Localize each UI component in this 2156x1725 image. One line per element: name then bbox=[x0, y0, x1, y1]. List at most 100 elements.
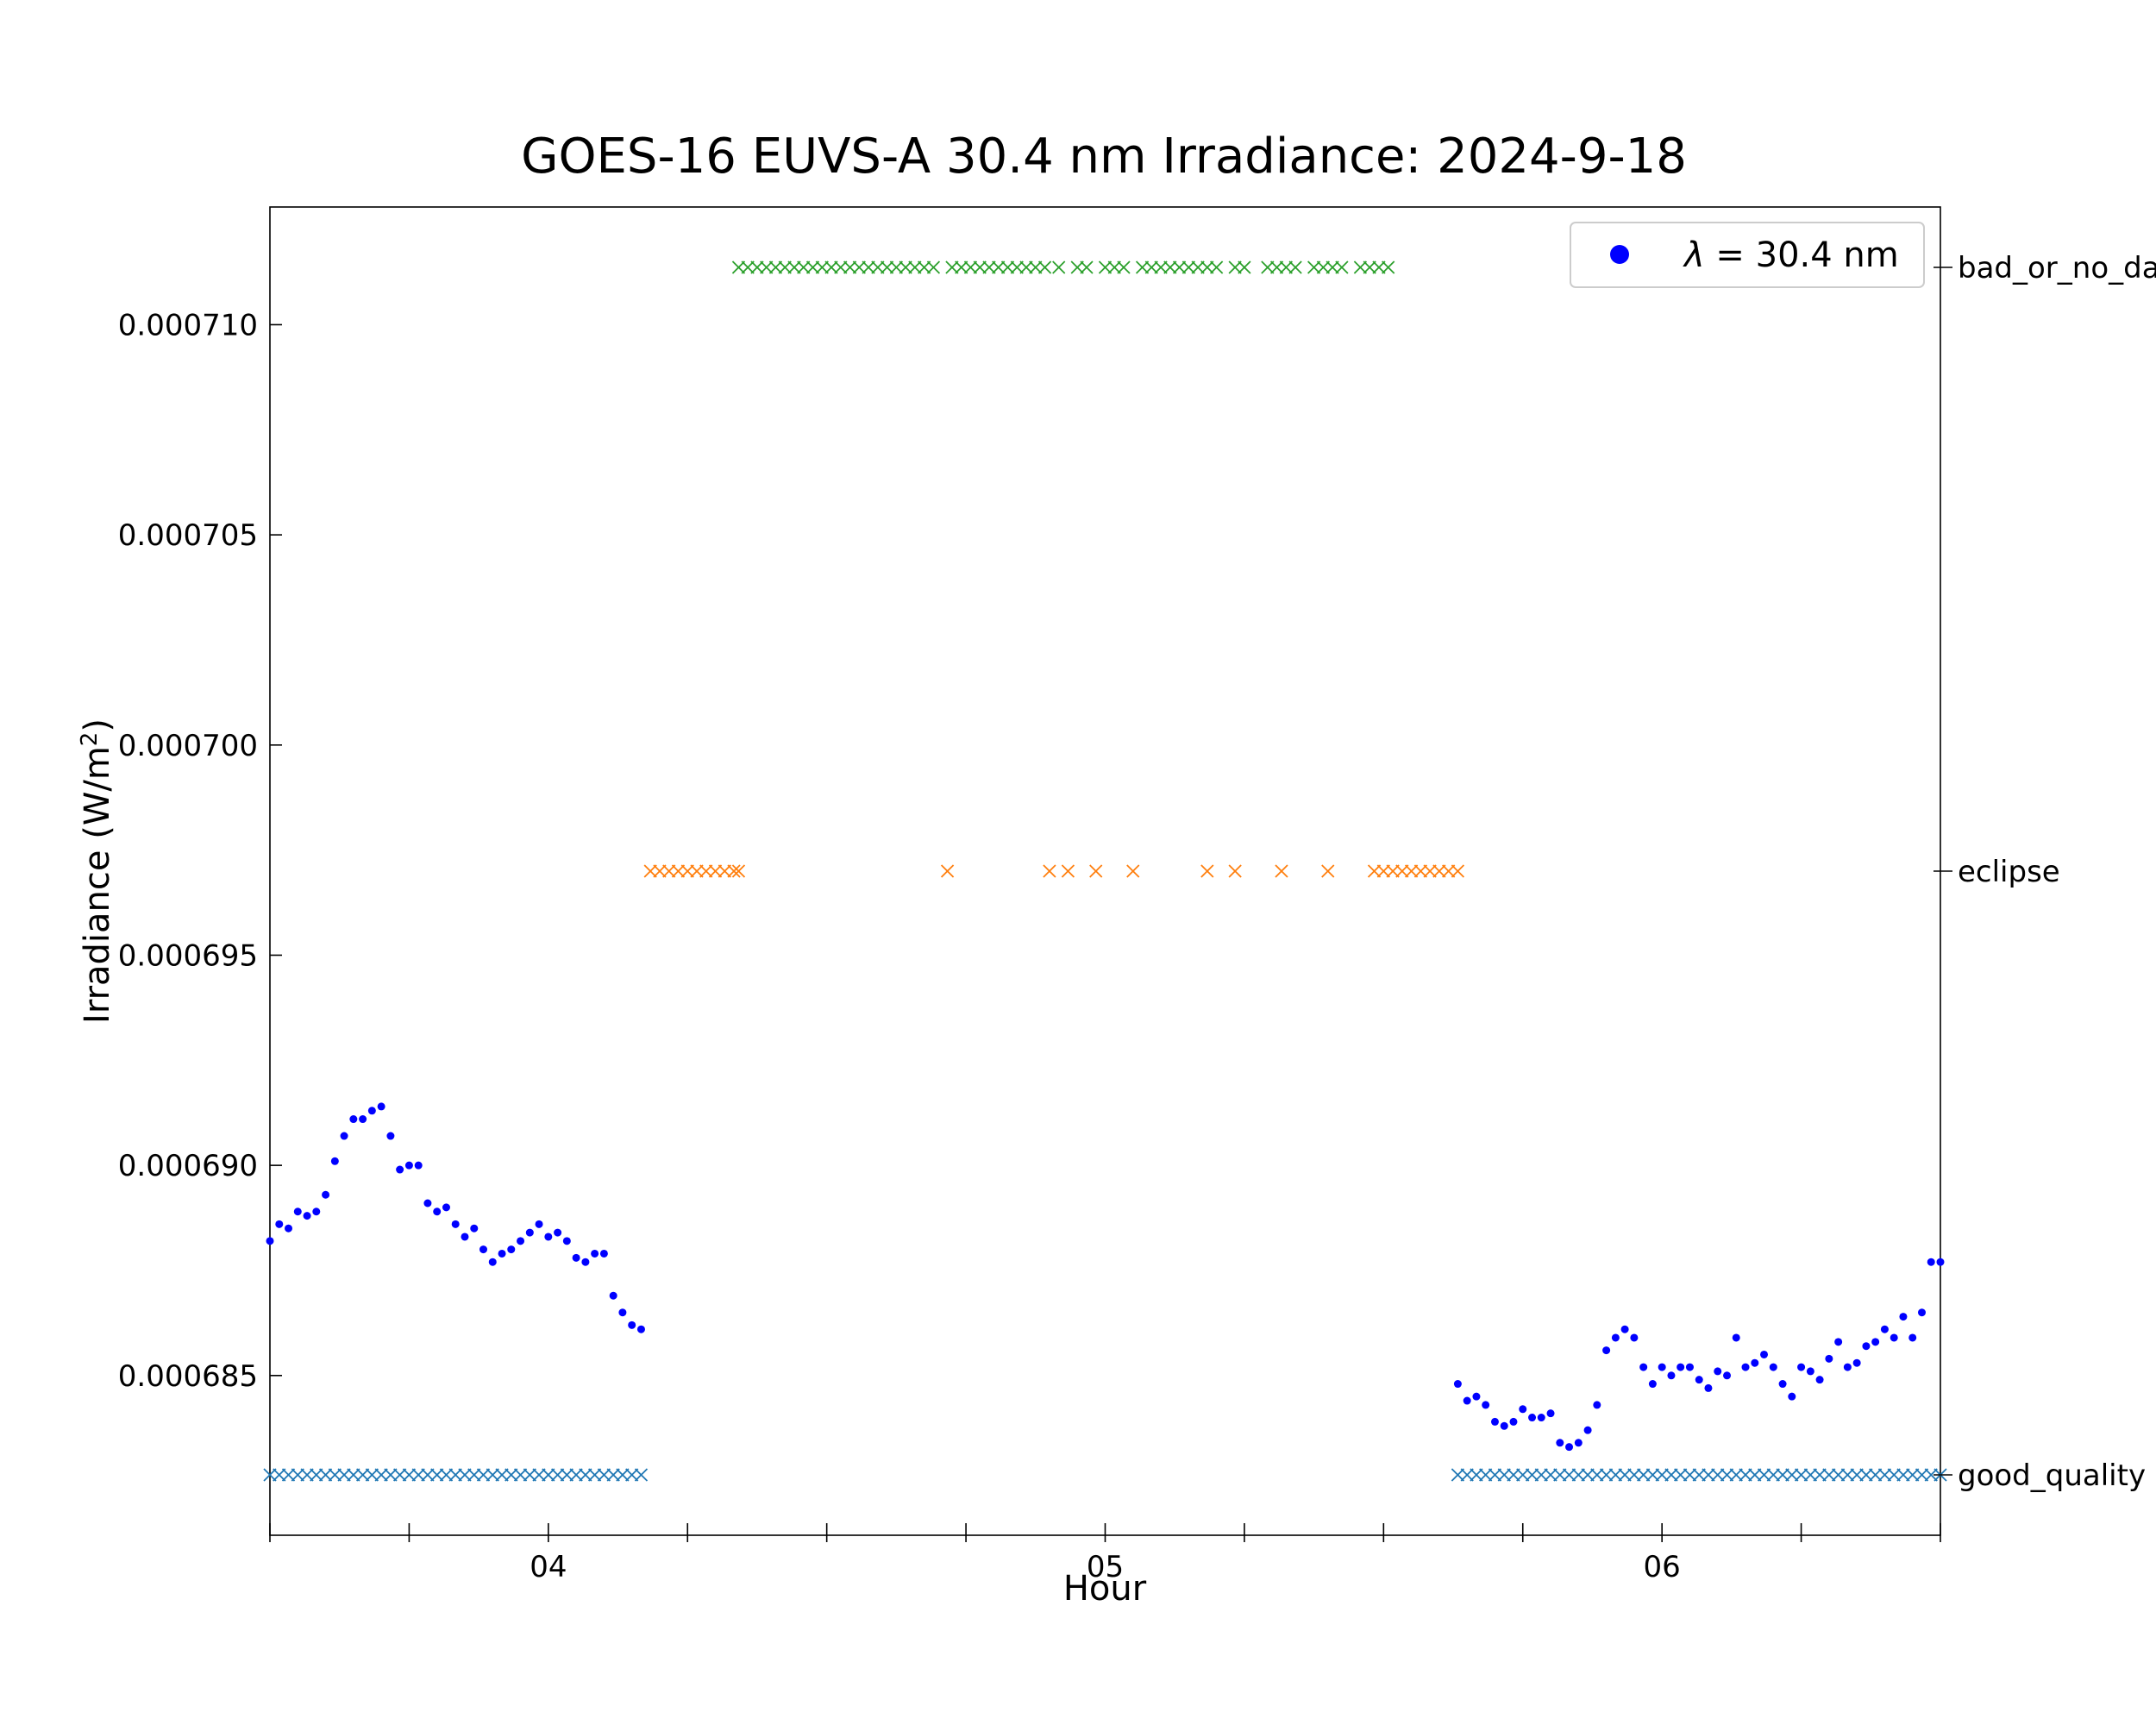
good_quality-marker bbox=[1470, 1468, 1483, 1482]
data-point bbox=[1677, 1363, 1685, 1371]
data-point bbox=[525, 1228, 534, 1237]
data-point bbox=[322, 1190, 330, 1199]
data-point bbox=[1899, 1313, 1908, 1321]
good_quality-marker bbox=[402, 1468, 417, 1482]
data-point bbox=[340, 1132, 348, 1140]
good_quality-marker bbox=[1488, 1468, 1502, 1482]
good_quality-marker bbox=[300, 1468, 314, 1482]
data-point bbox=[1852, 1358, 1861, 1367]
good_quality-marker bbox=[550, 1468, 565, 1482]
x-tick-label: 04 bbox=[530, 1550, 567, 1584]
data-point bbox=[581, 1258, 590, 1266]
data-point bbox=[1751, 1358, 1759, 1367]
y-axis-title-close: ) bbox=[78, 718, 117, 732]
data-point bbox=[479, 1245, 487, 1254]
data-point bbox=[1685, 1363, 1694, 1371]
data-point bbox=[488, 1258, 497, 1266]
data-point bbox=[1862, 1342, 1871, 1351]
x-axis-title: Hour bbox=[1063, 1569, 1147, 1609]
good_quality-marker bbox=[1813, 1468, 1827, 1482]
good_quality-marker bbox=[411, 1468, 425, 1482]
data-point bbox=[312, 1208, 321, 1216]
data-point bbox=[1509, 1417, 1518, 1426]
data-point bbox=[554, 1228, 562, 1237]
good_quality-marker bbox=[1664, 1468, 1678, 1482]
data-point bbox=[535, 1220, 543, 1228]
good_quality-marker bbox=[421, 1468, 435, 1482]
data-point bbox=[1825, 1354, 1833, 1363]
eclipse-marker bbox=[1228, 864, 1242, 878]
data-point bbox=[609, 1291, 617, 1300]
good_quality-marker bbox=[392, 1468, 407, 1482]
bad_or_no_data-marker bbox=[843, 260, 857, 274]
bad_or_no_data-marker bbox=[1163, 260, 1177, 274]
eclipse-marker bbox=[1367, 864, 1382, 878]
eclipse-marker bbox=[671, 864, 686, 878]
good_quality-marker bbox=[486, 1468, 499, 1482]
good_quality-marker bbox=[513, 1468, 528, 1482]
data-point bbox=[1453, 1380, 1462, 1389]
good_quality-marker bbox=[1840, 1468, 1855, 1482]
good_quality-marker bbox=[597, 1468, 611, 1482]
good_quality-marker bbox=[1507, 1468, 1520, 1482]
good_quality-marker bbox=[1534, 1468, 1548, 1482]
bad_or_no_data-marker bbox=[1238, 260, 1251, 274]
good_quality-marker bbox=[347, 1468, 360, 1482]
eclipse-marker bbox=[1404, 864, 1419, 878]
good_quality-marker bbox=[1460, 1468, 1474, 1482]
bad_or_no_data-marker bbox=[1326, 260, 1339, 274]
data-point bbox=[1834, 1338, 1843, 1346]
data-point bbox=[1723, 1371, 1732, 1380]
irradiance-series bbox=[266, 1102, 1945, 1452]
eclipse-marker bbox=[731, 864, 746, 878]
good_quality-marker bbox=[634, 1468, 649, 1482]
data-point bbox=[1519, 1405, 1527, 1414]
data-point bbox=[1695, 1376, 1703, 1384]
good_quality-marker bbox=[1887, 1468, 1901, 1482]
bad_or_no_data-marker bbox=[1080, 260, 1094, 274]
good_quality-marker bbox=[1674, 1468, 1688, 1482]
eclipse-marker bbox=[699, 864, 713, 878]
data-point bbox=[517, 1237, 525, 1245]
bad_or_no_data-marker bbox=[1000, 260, 1015, 274]
bad_or_no_data-marker bbox=[805, 260, 820, 274]
data-point bbox=[1593, 1401, 1601, 1409]
bad_or_no_data-marker bbox=[973, 260, 987, 274]
bad_or_no_data-marker bbox=[1154, 260, 1168, 274]
good_quality-marker bbox=[532, 1468, 546, 1482]
data-point bbox=[1546, 1409, 1555, 1418]
good_quality-marker bbox=[1702, 1468, 1715, 1482]
quality-flags bbox=[263, 260, 1947, 1482]
bad_or_no_data-marker bbox=[1070, 260, 1084, 274]
data-point bbox=[1463, 1396, 1471, 1405]
good_quality-marker bbox=[1637, 1468, 1651, 1482]
bad_or_no_data-marker bbox=[862, 260, 875, 274]
good_quality-marker bbox=[318, 1468, 333, 1482]
data-point bbox=[1815, 1376, 1824, 1384]
data-point bbox=[396, 1165, 404, 1174]
data-point bbox=[1490, 1417, 1499, 1426]
data-point bbox=[636, 1325, 645, 1333]
eclipse-marker bbox=[1126, 864, 1140, 878]
data-point bbox=[1630, 1333, 1639, 1342]
good_quality-marker bbox=[1794, 1468, 1808, 1482]
y-tick-label: 0.000700 bbox=[118, 729, 258, 763]
data-point bbox=[404, 1161, 413, 1170]
data-point bbox=[572, 1253, 580, 1262]
good_quality-marker bbox=[1581, 1468, 1595, 1482]
good_quality-marker bbox=[1729, 1468, 1743, 1482]
bad_or_no_data-marker bbox=[1172, 260, 1187, 274]
data-point bbox=[1620, 1325, 1629, 1333]
data-point bbox=[562, 1237, 571, 1245]
bad_or_no_data-marker bbox=[731, 260, 746, 274]
data-point bbox=[1908, 1333, 1917, 1342]
bad_or_no_data-marker bbox=[1037, 260, 1052, 274]
data-point bbox=[1788, 1392, 1796, 1401]
data-point bbox=[1741, 1363, 1750, 1371]
good_quality-marker bbox=[1590, 1468, 1604, 1482]
bad_or_no_data-marker bbox=[1307, 260, 1321, 274]
eclipse-marker bbox=[1395, 864, 1409, 878]
y-tick-label: 0.000705 bbox=[118, 518, 258, 553]
eclipse-marker bbox=[1413, 864, 1428, 878]
